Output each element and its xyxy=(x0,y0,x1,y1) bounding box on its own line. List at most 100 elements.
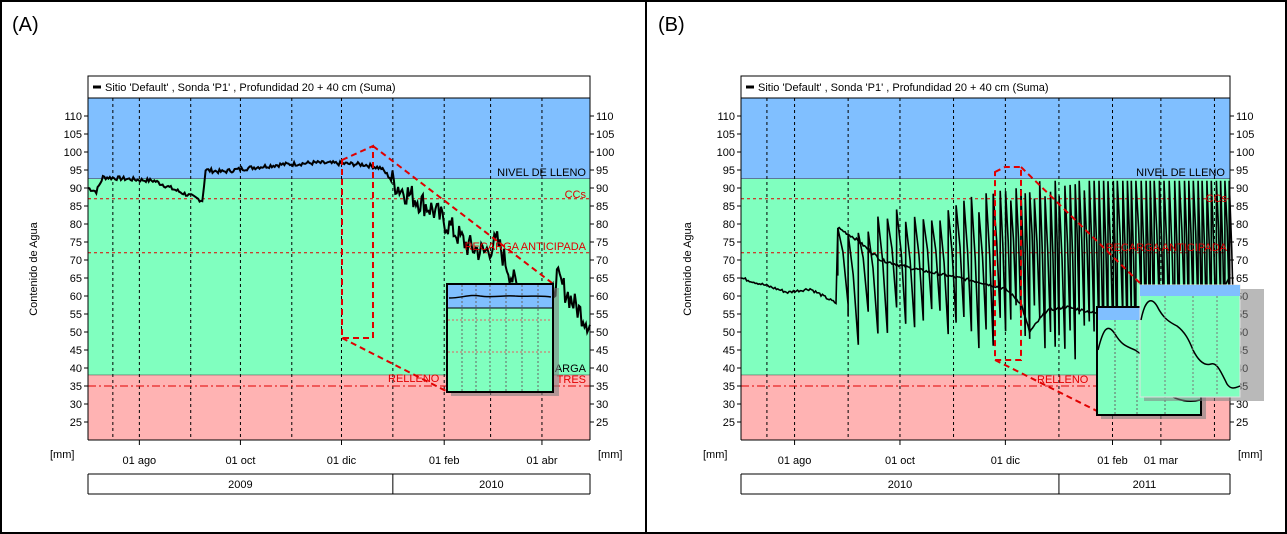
y-tick-label-left-6: 80 xyxy=(723,219,735,231)
chart-a: 110 110 105 105 100 100 95 95 90 90 85 85 80 80 75 75 70… xyxy=(28,75,622,495)
zone-label-tres: TRES xyxy=(557,374,586,386)
y-tick-label-right-2: 100 xyxy=(596,147,614,159)
year-label-0: 2009 xyxy=(228,479,252,491)
y-tick-label-left-8: 70 xyxy=(70,255,82,267)
y-tick-label-left-17: 25 xyxy=(70,417,82,429)
legend-text: Sitio 'Default' , Sonda 'P1' , Profundid… xyxy=(758,82,1049,94)
y-tick-label-left-11: 55 xyxy=(70,309,82,321)
y-tick-label-right-6: 80 xyxy=(1236,219,1248,231)
y-tick-label-left-2: 100 xyxy=(717,147,735,159)
y-tick-label-left-16: 30 xyxy=(70,399,82,411)
y-tick-label-right-7: 75 xyxy=(596,237,608,249)
y-tick-label-left-16: 30 xyxy=(723,399,735,411)
y-tick-label-right-16: 30 xyxy=(1236,399,1248,411)
legend-text: Sitio 'Default' , Sonda 'P1' , Profundid… xyxy=(105,82,396,94)
x-tick-label-3: 01 feb xyxy=(1097,455,1128,467)
y-tick-label-right-6: 80 xyxy=(596,219,608,231)
y-tick-label-left-3: 95 xyxy=(70,165,82,177)
y-tick-label-left-14: 40 xyxy=(70,363,82,375)
zone-0 xyxy=(741,98,1230,179)
y-tick-label-left-12: 50 xyxy=(723,327,735,339)
y-tick-label-left-10: 60 xyxy=(70,291,82,303)
y-tick-label-left-4: 90 xyxy=(723,183,735,195)
zoom-inset xyxy=(446,283,559,396)
x-tick-label-0: 01 ago xyxy=(778,455,812,467)
zoom-inset-2-frame xyxy=(1139,284,1241,398)
y-tick-label-right-4: 90 xyxy=(1236,183,1248,195)
y-tick-label-left-2: 100 xyxy=(64,147,82,159)
unit-right: [mm] xyxy=(598,449,622,461)
y-tick-label-left-7: 75 xyxy=(70,237,82,249)
y-tick-label-left-17: 25 xyxy=(723,417,735,429)
y-tick-label-left-13: 45 xyxy=(70,345,82,357)
y-tick-label-left-9: 65 xyxy=(70,273,82,285)
y-tick-label-right-15: 35 xyxy=(596,381,608,393)
y-tick-label-left-13: 45 xyxy=(723,345,735,357)
y-tick-label-left-12: 50 xyxy=(70,327,82,339)
y-tick-label-left-1: 105 xyxy=(64,129,82,141)
y-tick-label-right-3: 95 xyxy=(596,165,608,177)
y-tick-label-left-1: 105 xyxy=(717,129,735,141)
x-tick-label-3: 01 feb xyxy=(429,455,460,467)
y-tick-label-left-8: 70 xyxy=(723,255,735,267)
zone-label-recarga: RECARGA ANTICIPADA xyxy=(1106,242,1228,254)
y-tick-label-right-16: 30 xyxy=(596,399,608,411)
legend-box xyxy=(87,75,591,99)
unit-left: [mm] xyxy=(50,449,74,461)
y-tick-label-left-14: 40 xyxy=(723,363,735,375)
zone-label-ccs: CCs xyxy=(565,189,587,201)
x-tick-label-2: 01 dic xyxy=(991,455,1021,467)
y-tick-label-right-17: 25 xyxy=(1236,417,1248,429)
panel-a-letter: (A) xyxy=(12,14,39,36)
y-tick-label-left-9: 65 xyxy=(723,273,735,285)
y-tick-label-right-5: 85 xyxy=(1236,201,1248,213)
y-tick-label-right-9: 65 xyxy=(1236,273,1248,285)
y-tick-label-right-1: 105 xyxy=(596,129,614,141)
year-label-0: 2010 xyxy=(888,479,912,491)
series-line xyxy=(87,159,591,349)
x-tick-label-2: 01 dic xyxy=(327,455,357,467)
y-tick-label-right-9: 65 xyxy=(596,273,608,285)
y-axis-label: Contenido de Agua xyxy=(28,221,40,315)
y-axis-label: Contenido de Agua xyxy=(682,221,694,315)
y-tick-label-left-10: 60 xyxy=(723,291,735,303)
y-tick-label-left-0: 110 xyxy=(717,111,735,123)
x-tick-label-4: 01 abr xyxy=(526,455,558,467)
y-tick-label-right-4: 90 xyxy=(596,183,608,195)
zoom-inset-2-blue xyxy=(1140,285,1240,296)
unit-left: [mm] xyxy=(703,449,727,461)
zone-label-arga: ARGA xyxy=(555,363,587,375)
zone-label-relleno: RELLENO xyxy=(1037,374,1089,386)
zone-label-nivel: NIVEL DE LLENO xyxy=(1136,167,1225,179)
panel-b-border xyxy=(645,0,1287,534)
zoom-connector-top xyxy=(1020,166,1146,289)
zone-label-nivel: NIVEL DE LLENO xyxy=(497,167,586,179)
y-tick-label-right-0: 110 xyxy=(1236,111,1254,123)
y-tick-label-left-7: 75 xyxy=(723,237,735,249)
y-tick-label-left-15: 35 xyxy=(723,381,735,393)
y-tick-label-right-10: 60 xyxy=(596,291,608,303)
y-tick-label-right-8: 70 xyxy=(1236,255,1248,267)
zone-label-recarga: RECARGA ANTICIPADA xyxy=(465,241,587,253)
y-tick-label-left-15: 35 xyxy=(70,381,82,393)
zone-label-ccs: CCs xyxy=(1206,193,1228,205)
y-tick-label-left-5: 85 xyxy=(723,201,735,213)
x-tick-label-1: 01 oct xyxy=(885,455,915,467)
y-tick-label-left-11: 55 xyxy=(723,309,735,321)
y-tick-label-right-12: 50 xyxy=(596,327,608,339)
year-label-1: 2011 xyxy=(1133,479,1157,491)
y-tick-label-left-4: 90 xyxy=(70,183,82,195)
x-tick-label-0: 01 ago xyxy=(123,455,157,467)
y-tick-label-right-1: 105 xyxy=(1236,129,1254,141)
unit-right: [mm] xyxy=(1238,449,1262,461)
y-tick-label-right-0: 110 xyxy=(596,111,614,123)
x-tick-label-4: 01 mar xyxy=(1144,455,1179,467)
year-label-1: 2010 xyxy=(479,479,503,491)
y-tick-label-right-17: 25 xyxy=(596,417,608,429)
zoom-selection-box xyxy=(994,166,1022,361)
y-tick-label-right-5: 85 xyxy=(596,201,608,213)
y-tick-label-right-2: 100 xyxy=(1236,147,1254,159)
y-tick-label-right-11: 55 xyxy=(596,309,608,321)
series-spikes xyxy=(837,180,1235,364)
